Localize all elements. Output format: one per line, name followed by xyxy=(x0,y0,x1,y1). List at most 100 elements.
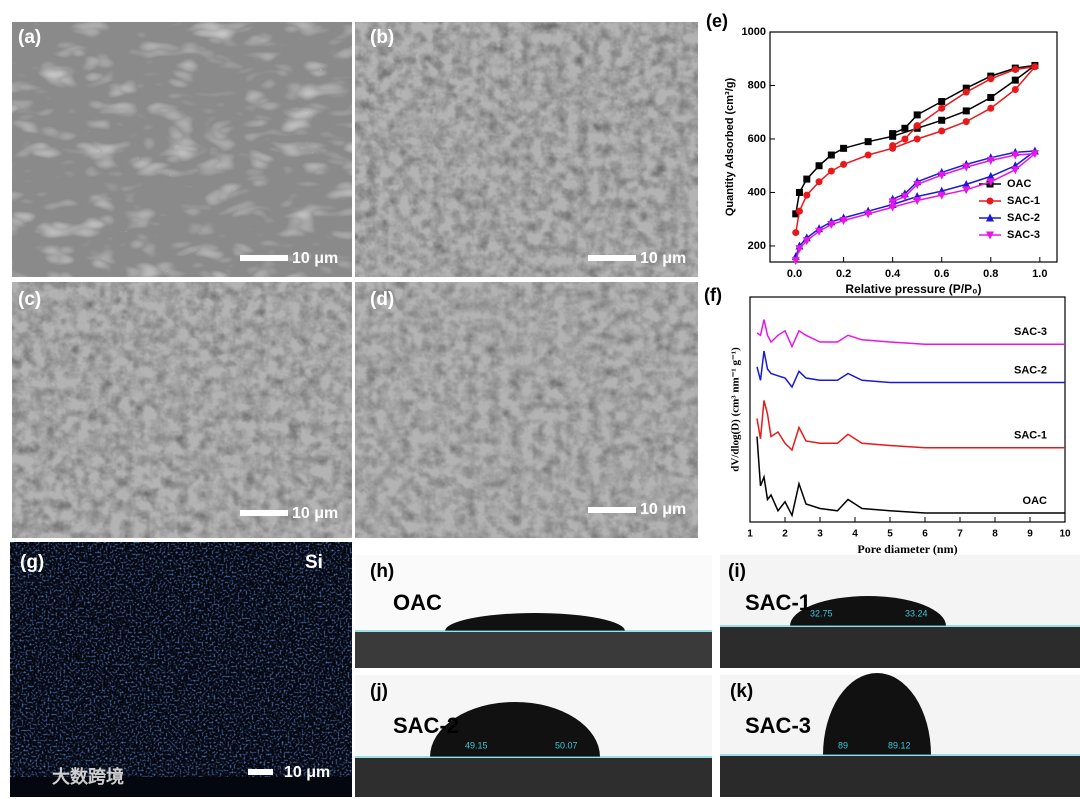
marker xyxy=(888,203,897,212)
series-line xyxy=(756,319,1065,349)
marker xyxy=(889,142,897,150)
scale-bar-label: 10 μm xyxy=(640,250,686,267)
scale-bar xyxy=(588,507,636,513)
panel-label: (i) xyxy=(728,561,746,582)
angle-label: 89.12 xyxy=(888,740,911,750)
marker xyxy=(791,257,800,266)
marker xyxy=(795,207,803,215)
marker xyxy=(889,130,897,138)
sem-texture xyxy=(355,282,698,538)
y-tick-label: 1000 xyxy=(742,26,766,38)
marker xyxy=(986,156,995,165)
scale-bar xyxy=(248,769,273,775)
marker xyxy=(1011,76,1019,84)
x-tick-label: 3 xyxy=(817,529,823,540)
series-line xyxy=(795,150,1038,257)
marker xyxy=(987,75,995,83)
marker xyxy=(1011,166,1020,175)
marker xyxy=(803,175,811,183)
substrate xyxy=(355,632,712,668)
legend-label: SAC-3 xyxy=(1007,229,1040,241)
marker xyxy=(815,178,823,186)
marker xyxy=(827,221,836,230)
marker xyxy=(815,162,823,170)
marker xyxy=(1030,150,1039,159)
x-tick-label: 5 xyxy=(887,529,893,540)
marker xyxy=(864,210,873,219)
panel-label: (k) xyxy=(730,681,753,702)
legend-label: OAC xyxy=(1007,178,1032,190)
sample-label: SAC-1 xyxy=(745,590,811,615)
marker xyxy=(1011,65,1019,73)
angle-label: 89 xyxy=(838,740,848,750)
x-tick-label: 0.2 xyxy=(836,268,851,280)
plot-frame xyxy=(749,296,1066,523)
scale-bar-label: 10 μm xyxy=(284,764,330,781)
series-line xyxy=(756,400,1065,452)
scale-bar xyxy=(588,255,636,261)
x-tick-label: 8 xyxy=(992,529,998,540)
x-tick-label: 0.0 xyxy=(787,268,802,280)
sample-label: OAC xyxy=(393,590,442,615)
panel-label: (d) xyxy=(370,289,394,310)
angle-label: 32.75 xyxy=(810,608,833,618)
marker xyxy=(815,227,824,236)
marker xyxy=(792,229,800,237)
marker xyxy=(987,94,995,102)
scale-bar-label: 10 μm xyxy=(292,505,338,522)
charts: (e) 0.0 0.2 0.4 0.6 0.8 1.0 200 400 600 800 1000 Rel… xyxy=(704,11,1071,556)
marker xyxy=(1011,86,1019,93)
marker xyxy=(864,151,872,159)
eds-texture xyxy=(10,542,352,777)
plot-frame xyxy=(769,31,1058,263)
marker xyxy=(913,122,921,130)
marker xyxy=(901,135,909,143)
element-label: Si xyxy=(305,552,323,573)
marker xyxy=(839,217,848,226)
panel-label: (e) xyxy=(706,11,728,31)
marker xyxy=(986,231,994,240)
marker xyxy=(986,171,995,180)
series-label: SAC-2 xyxy=(1014,364,1047,376)
marker xyxy=(1011,151,1020,160)
x-tick-label: 0.4 xyxy=(885,268,901,280)
y-axis-title: dV/dlog(D) (cm³ nm⁻¹ g⁻¹) xyxy=(730,347,742,472)
droplet xyxy=(445,613,625,631)
y-tick-label: 200 xyxy=(748,240,766,252)
marker xyxy=(827,151,835,159)
series-label: SAC-3 xyxy=(1014,326,1047,338)
scale-bar xyxy=(240,255,288,261)
marker xyxy=(938,127,946,135)
substrate xyxy=(720,756,1080,797)
panel-label: (g) xyxy=(20,552,44,573)
panel-label: (b) xyxy=(370,27,394,48)
droplet xyxy=(430,702,600,757)
marker xyxy=(986,213,994,222)
scale-bar-label: 10 μm xyxy=(292,250,338,267)
marker xyxy=(962,186,971,195)
marker xyxy=(962,84,970,92)
x-tick-label: 4 xyxy=(852,529,858,540)
x-tick-label: 10 xyxy=(1059,529,1071,540)
panel-label: (j) xyxy=(370,681,388,702)
panel-label: (h) xyxy=(370,561,394,582)
marker xyxy=(986,197,994,205)
y-tick-label: 800 xyxy=(748,79,766,91)
x-tick-label: 7 xyxy=(957,529,963,540)
sample-label: SAC-3 xyxy=(745,713,811,738)
sample-label: SAC-2 xyxy=(393,713,459,738)
marker xyxy=(962,163,971,172)
x-tick-label: 1 xyxy=(747,529,753,540)
x-tick-label: 6 xyxy=(922,529,928,540)
substrate xyxy=(355,758,712,797)
series-label: SAC-1 xyxy=(1014,430,1047,442)
marker xyxy=(937,191,946,200)
x-axis-title: Relative pressure (P/P₀) xyxy=(845,282,981,296)
marker xyxy=(888,198,897,207)
x-tick-label: 1.0 xyxy=(1032,268,1047,280)
y-tick-label: 600 xyxy=(748,133,766,145)
marker xyxy=(962,179,971,188)
marker xyxy=(795,245,804,254)
marker xyxy=(900,192,909,201)
